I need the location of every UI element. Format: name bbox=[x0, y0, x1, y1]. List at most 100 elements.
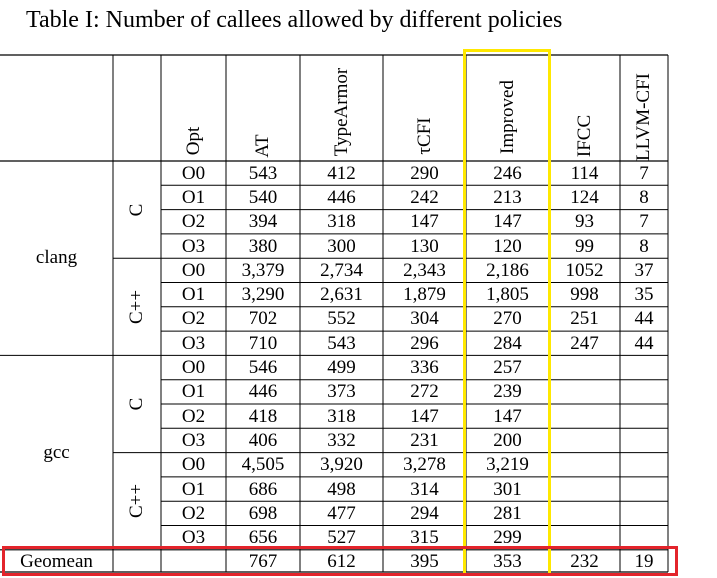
table-cell: O1 bbox=[181, 381, 206, 403]
table-cell: 499 bbox=[327, 357, 356, 379]
table-cell: 540 bbox=[248, 186, 278, 208]
table-cell: O1 bbox=[181, 284, 206, 306]
table-cell bbox=[549, 380, 620, 404]
table-cell: 44 bbox=[634, 332, 654, 354]
table-cell: 698 bbox=[248, 502, 278, 524]
table-cell bbox=[549, 477, 620, 501]
table-cell: 37 bbox=[634, 259, 654, 281]
table-cell: 296 bbox=[410, 332, 439, 354]
table-cell: 200 bbox=[493, 429, 522, 451]
table-cell: 543 bbox=[327, 332, 356, 354]
table-cell: 1,805 bbox=[486, 284, 529, 306]
column-header: Improved bbox=[496, 80, 518, 154]
table-cell: 147 bbox=[493, 405, 522, 427]
table-cell bbox=[620, 428, 668, 452]
geomean-cell: 767 bbox=[248, 550, 278, 572]
table-cell: 290 bbox=[410, 162, 439, 184]
table-cell: O2 bbox=[181, 502, 206, 524]
table-cell: 3,379 bbox=[241, 259, 285, 281]
table-cell: 3,920 bbox=[320, 454, 363, 476]
language-label: C bbox=[126, 203, 147, 216]
table-cell: 114 bbox=[570, 162, 599, 184]
table-cell bbox=[620, 380, 668, 404]
table-cell: 272 bbox=[410, 381, 439, 403]
table-cell: 247 bbox=[570, 332, 599, 354]
table-cell: 446 bbox=[327, 186, 356, 208]
table-cell bbox=[620, 355, 668, 379]
table-cell: 314 bbox=[410, 478, 439, 500]
geomean-label: Geomean bbox=[20, 550, 93, 572]
column-header: Opt bbox=[182, 126, 204, 156]
table-cell: 147 bbox=[493, 211, 522, 233]
table-cell bbox=[620, 501, 668, 525]
table-cell: O3 bbox=[181, 429, 206, 451]
table-cell bbox=[549, 526, 620, 550]
table-cell: 44 bbox=[634, 308, 654, 330]
table-cell: 318 bbox=[327, 211, 356, 233]
table-cell: 418 bbox=[248, 405, 278, 427]
table-cell bbox=[620, 453, 668, 477]
table-cell: 552 bbox=[327, 308, 356, 330]
table-cell: O3 bbox=[181, 332, 206, 354]
table-cell: 284 bbox=[493, 332, 522, 354]
table-cell: 8 bbox=[639, 186, 649, 208]
column-header: LLVM-CFI bbox=[633, 73, 654, 161]
table-cell: 93 bbox=[575, 211, 594, 233]
table-cell: 246 bbox=[493, 162, 522, 184]
table-cell: 239 bbox=[493, 381, 522, 403]
table-cell: 7 bbox=[639, 162, 649, 184]
column-header: TypeArmor bbox=[330, 68, 352, 157]
table-cell: 318 bbox=[327, 405, 356, 427]
table-cell: 299 bbox=[493, 527, 522, 549]
table-cell: 213 bbox=[493, 186, 522, 208]
table-cell: O3 bbox=[181, 527, 206, 549]
table-cell: 3,219 bbox=[486, 454, 529, 476]
table-cell: 998 bbox=[570, 284, 599, 306]
table-cell: 412 bbox=[327, 162, 356, 184]
geomean-cell: 353 bbox=[493, 550, 522, 572]
table-cell: 147 bbox=[410, 405, 439, 427]
table-cell: 3,278 bbox=[403, 454, 446, 476]
table-cell: 4,505 bbox=[241, 454, 285, 476]
table-cell: 477 bbox=[327, 502, 356, 524]
table-cell: 686 bbox=[248, 478, 278, 500]
table-cell: 231 bbox=[410, 429, 439, 451]
column-header: AT bbox=[252, 133, 273, 158]
geomean-cell: 395 bbox=[410, 550, 439, 572]
geomean-cell: 232 bbox=[570, 550, 599, 572]
table-cell: 3,290 bbox=[241, 284, 285, 306]
geomean-cell: 612 bbox=[327, 550, 356, 572]
table-cell: 242 bbox=[410, 186, 439, 208]
language-label: C++ bbox=[126, 484, 147, 519]
table-cell: 394 bbox=[248, 211, 278, 233]
table-cell: 300 bbox=[327, 235, 356, 257]
table-cell: O2 bbox=[181, 405, 206, 427]
table-cell: O0 bbox=[181, 259, 206, 281]
table-cell: 702 bbox=[248, 308, 278, 330]
table-cell: 99 bbox=[575, 235, 594, 257]
table-cell: 294 bbox=[410, 502, 439, 524]
table-cell: O1 bbox=[181, 186, 206, 208]
table-cell: 656 bbox=[248, 527, 278, 549]
column-header: IFCC bbox=[573, 114, 595, 158]
table-cell: O0 bbox=[181, 357, 206, 379]
table-cell: 2,734 bbox=[320, 259, 363, 281]
table-cell: 336 bbox=[410, 357, 439, 379]
language-label: C++ bbox=[126, 289, 147, 324]
table-cell: 710 bbox=[248, 332, 278, 354]
table-cell: O2 bbox=[181, 308, 206, 330]
table-cell bbox=[549, 428, 620, 452]
table-cell: 373 bbox=[327, 381, 356, 403]
table-cell: 257 bbox=[493, 357, 522, 379]
table-cell: 2,343 bbox=[403, 259, 446, 281]
table-cell: 251 bbox=[570, 308, 599, 330]
table-cell: 304 bbox=[410, 308, 439, 330]
table-cell bbox=[549, 404, 620, 428]
language-label: C bbox=[126, 397, 147, 411]
geomean-cell: 19 bbox=[634, 550, 654, 572]
table-cell: 270 bbox=[493, 308, 522, 330]
table-cell: 498 bbox=[327, 478, 356, 500]
table-cell: 543 bbox=[248, 162, 278, 184]
table-cell bbox=[620, 404, 668, 428]
